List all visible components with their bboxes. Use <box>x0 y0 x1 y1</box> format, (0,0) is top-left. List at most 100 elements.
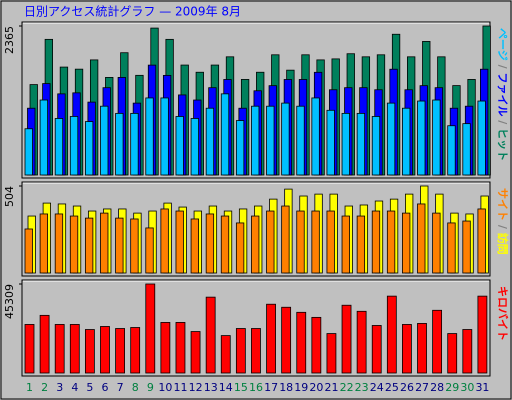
bar <box>190 118 199 176</box>
bar <box>251 215 260 274</box>
x-tick-label: 29 <box>445 381 459 394</box>
bar <box>326 109 335 176</box>
bar <box>341 215 350 274</box>
x-tick-label: 1 <box>26 381 33 394</box>
bar <box>235 120 245 176</box>
bar <box>311 97 320 176</box>
bar <box>69 215 79 274</box>
bar <box>266 210 275 274</box>
legend-entry: ページ <box>496 28 509 61</box>
legend-entry: ヒット <box>496 128 509 161</box>
bar <box>175 322 186 374</box>
x-tick-label: 6 <box>102 381 109 394</box>
bar <box>402 212 411 274</box>
bar <box>220 93 230 176</box>
bar <box>39 213 48 274</box>
x-tick-label: 10 <box>158 381 172 394</box>
bar <box>54 213 64 274</box>
bar <box>266 303 276 374</box>
x-tick-label: 31 <box>475 381 489 394</box>
x-tick-label: 2 <box>41 381 48 394</box>
bar <box>24 324 35 374</box>
bar <box>84 329 95 374</box>
bar <box>220 215 230 274</box>
bar <box>281 205 290 274</box>
bar <box>402 324 412 374</box>
bar <box>447 125 456 176</box>
bar <box>447 333 458 374</box>
bar <box>69 116 79 176</box>
bar <box>39 99 48 176</box>
x-tick-label: 24 <box>370 381 384 394</box>
x-tick-label: 5 <box>86 381 93 394</box>
legend-separator: / <box>496 116 509 128</box>
bar <box>311 210 320 274</box>
bar <box>84 217 94 274</box>
legend: ページ / ファイル / ヒット <box>496 28 509 161</box>
bar <box>326 333 337 374</box>
bar <box>205 107 215 176</box>
x-tick-label: 14 <box>219 381 233 394</box>
bar <box>190 331 201 374</box>
x-tick-label: 22 <box>340 381 354 394</box>
bar <box>417 323 427 374</box>
legend-entry: 訪問 <box>496 233 510 255</box>
x-tick-label: 8 <box>132 381 139 394</box>
bar <box>402 107 411 176</box>
x-tick-label: 17 <box>264 381 278 394</box>
bar <box>175 210 184 274</box>
bar <box>477 100 486 176</box>
x-tick-label: 19 <box>294 381 308 394</box>
x-tick-label: 21 <box>324 381 338 394</box>
legend-separator: / <box>496 221 509 233</box>
bar <box>386 295 397 374</box>
x-tick-label: 23 <box>355 381 369 394</box>
bar <box>145 283 156 374</box>
bar <box>24 228 33 274</box>
bar <box>160 208 169 274</box>
bar <box>100 212 109 274</box>
bar <box>371 210 381 274</box>
x-tick-label: 18 <box>279 381 293 394</box>
bar <box>266 105 275 176</box>
bar <box>160 97 169 176</box>
bar <box>115 112 124 176</box>
x-tick-label: 13 <box>204 381 218 394</box>
bar <box>356 112 366 176</box>
bar <box>341 112 350 176</box>
legend-entry: サイト <box>496 188 509 221</box>
legend-entry: ファイル <box>496 72 509 116</box>
x-tick-label: 3 <box>56 381 63 394</box>
bar <box>160 322 171 374</box>
bar <box>190 218 199 274</box>
x-tick-label: 15 <box>234 381 248 394</box>
x-tick-label: 28 <box>430 381 444 394</box>
legend: キロバイト <box>496 286 509 341</box>
bar <box>54 324 65 374</box>
bar <box>371 325 382 374</box>
bar <box>175 116 184 176</box>
x-tick-label: 20 <box>309 381 323 394</box>
bar <box>432 309 443 374</box>
bar <box>235 328 246 374</box>
bar <box>251 105 260 176</box>
x-tick-label: 11 <box>174 381 188 394</box>
bar <box>69 324 80 374</box>
x-tick-label: 9 <box>147 381 154 394</box>
bar <box>296 311 307 374</box>
bar <box>432 212 441 274</box>
bar <box>205 213 215 274</box>
bar <box>296 210 305 274</box>
bar <box>39 314 50 374</box>
y-tick-label: 45309 <box>3 284 16 319</box>
x-tick-label: 16 <box>249 381 263 394</box>
bar <box>356 215 366 274</box>
x-tick-label: 7 <box>117 381 124 394</box>
x-tick-label: 12 <box>189 381 203 394</box>
bar <box>281 102 290 176</box>
bar <box>130 327 141 374</box>
bar <box>145 227 154 274</box>
bar <box>24 128 33 176</box>
